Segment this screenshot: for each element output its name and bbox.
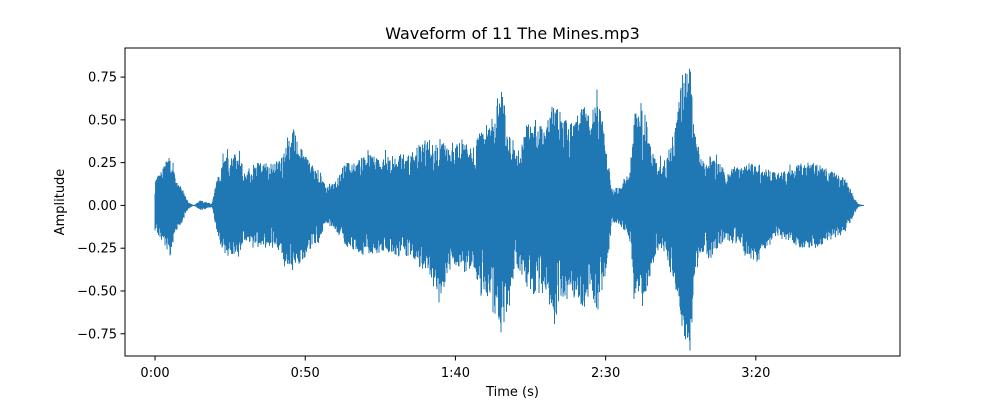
x-tick-label: 0:50: [291, 366, 320, 381]
chart-title: Waveform of 11 The Mines.mp3: [385, 24, 640, 43]
y-tick-label: −0.50: [77, 284, 117, 299]
y-tick-label: 0.25: [88, 156, 117, 171]
plot-frame: [124, 47, 901, 357]
x-tick-label: 0:00: [140, 366, 169, 381]
waveform-layer: [154, 68, 864, 351]
x-tick-label: 3:20: [741, 366, 770, 381]
x-axis-title: Time (s): [485, 385, 539, 400]
y-tick-label: 0.75: [88, 71, 117, 86]
x-tick-label: 1:40: [441, 366, 470, 381]
y-tick-label: 0.50: [88, 113, 117, 128]
y-tick-label: −0.75: [77, 327, 117, 342]
y-axis-ticks: 0.75 0.50 0.25 0.00 −0.25 −0.50 −0.75: [77, 71, 125, 342]
y-tick-label: 0.00: [88, 199, 117, 214]
waveform-series: [154, 68, 864, 351]
y-axis-title: Amplitude: [53, 169, 68, 236]
x-axis-ticks: 0:00 0:50 1:40 2:30 3:20: [140, 356, 770, 381]
x-tick-label: 2:30: [591, 366, 620, 381]
y-tick-label: −0.25: [77, 242, 117, 257]
